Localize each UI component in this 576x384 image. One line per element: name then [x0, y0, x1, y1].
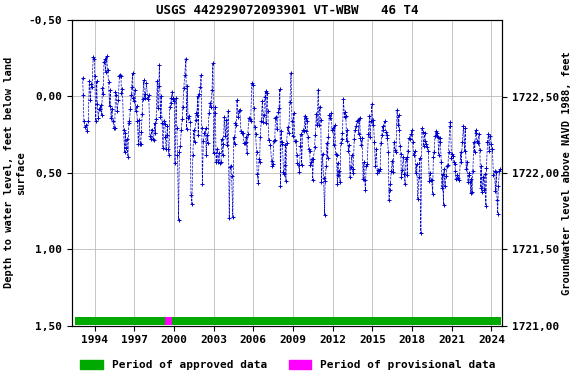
Y-axis label: Groundwater level above NAVD 1988, feet: Groundwater level above NAVD 1988, feet — [562, 51, 572, 295]
Legend: Period of approved data, Period of provisional data: Period of approved data, Period of provi… — [76, 356, 500, 375]
Title: USGS 442929072093901 VT-WBW   46 T4: USGS 442929072093901 VT-WBW 46 T4 — [156, 4, 418, 17]
Bar — [165, 317, 172, 325]
Bar — [75, 317, 501, 325]
Y-axis label: Depth to water level, feet below land
surface: Depth to water level, feet below land su… — [4, 57, 26, 288]
